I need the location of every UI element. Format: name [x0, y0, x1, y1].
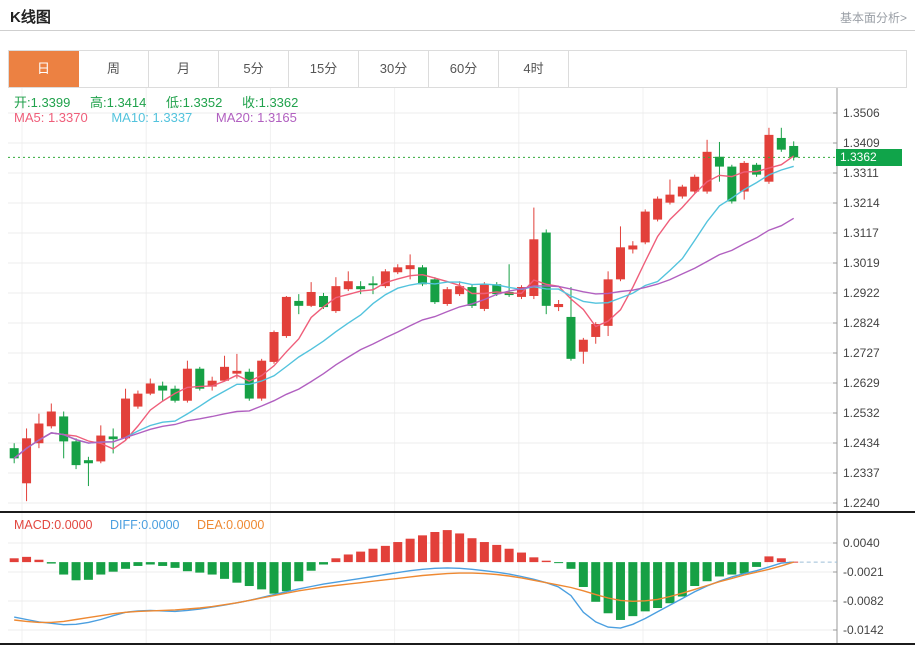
tab-week[interactable]: 周 — [79, 51, 149, 87]
price-axis-label: 1.3117 — [843, 226, 879, 240]
page-title: K线图 — [10, 9, 51, 26]
price-axis-label: 1.2922 — [843, 286, 880, 300]
price-axis-label: 1.2434 — [843, 436, 880, 450]
price-axis-label: 1.2824 — [843, 316, 880, 330]
ohlc-info: 开:1.3399 高:1.3414 低:1.3352 收:1.3362 — [14, 92, 314, 111]
page-header: K线图 基本面分析> — [0, 0, 915, 31]
macd-value: MACD:0.0000 — [14, 518, 93, 532]
ma10-value: MA10: 1.3337 — [111, 110, 193, 125]
ma20-value: MA20: 1.3165 — [215, 110, 297, 125]
price-axis-label: 1.2532 — [843, 406, 880, 420]
price-axis-label: 1.3019 — [843, 256, 880, 270]
tab-60min[interactable]: 60分 — [429, 51, 499, 87]
tabs-filler — [569, 51, 906, 87]
price-axis-label: 1.2727 — [843, 346, 880, 360]
ma-legend: MA5: 1.3370 MA10: 1.3337 MA20: 1.3165 — [14, 110, 317, 125]
dea-value: DEA:0.0000 — [196, 518, 265, 532]
high-value: 高:1.3414 — [90, 95, 147, 110]
price-axis-label: 1.2629 — [843, 376, 880, 390]
price-axis-label: 1.2337 — [843, 466, 880, 480]
tab-30min[interactable]: 30分 — [359, 51, 429, 87]
tab-15min[interactable]: 15分 — [289, 51, 359, 87]
kline-chart-canvas[interactable] — [0, 88, 915, 647]
close-value: 收:1.3362 — [242, 95, 299, 110]
price-axis-label: 1.2240 — [843, 496, 880, 510]
tab-4hour[interactable]: 4时 — [499, 51, 569, 87]
tab-5min[interactable]: 5分 — [219, 51, 289, 87]
ma5-value: MA5: 1.3370 — [14, 110, 88, 125]
price-axis-label: 1.3409 — [843, 136, 880, 150]
period-tabs: 日 周 月 5分 15分 30分 60分 4时 — [8, 50, 907, 88]
price-axis-label: 1.3311 — [843, 166, 879, 180]
macd-axis-label: -0.0021 — [843, 565, 884, 579]
open-value: 开:1.3399 — [14, 95, 71, 110]
tab-month[interactable]: 月 — [149, 51, 219, 87]
low-value: 低:1.3352 — [166, 95, 223, 110]
macd-axis-label: -0.0142 — [843, 623, 884, 637]
price-axis-label: 1.3506 — [843, 106, 880, 120]
diff-value: DIFF:0.0000 — [110, 518, 180, 532]
price-axis-label: 1.3214 — [843, 196, 880, 210]
current-price-badge: 1.3362 — [836, 148, 902, 166]
macd-axis-label: 0.0040 — [843, 536, 880, 550]
tab-day[interactable]: 日 — [9, 51, 79, 87]
macd-legend: MACD:0.0000 DIFF:0.0000 DEA:0.0000 — [14, 518, 278, 532]
macd-axis-label: -0.0082 — [843, 594, 884, 608]
fundamental-analysis-link[interactable]: 基本面分析> — [839, 11, 907, 25]
